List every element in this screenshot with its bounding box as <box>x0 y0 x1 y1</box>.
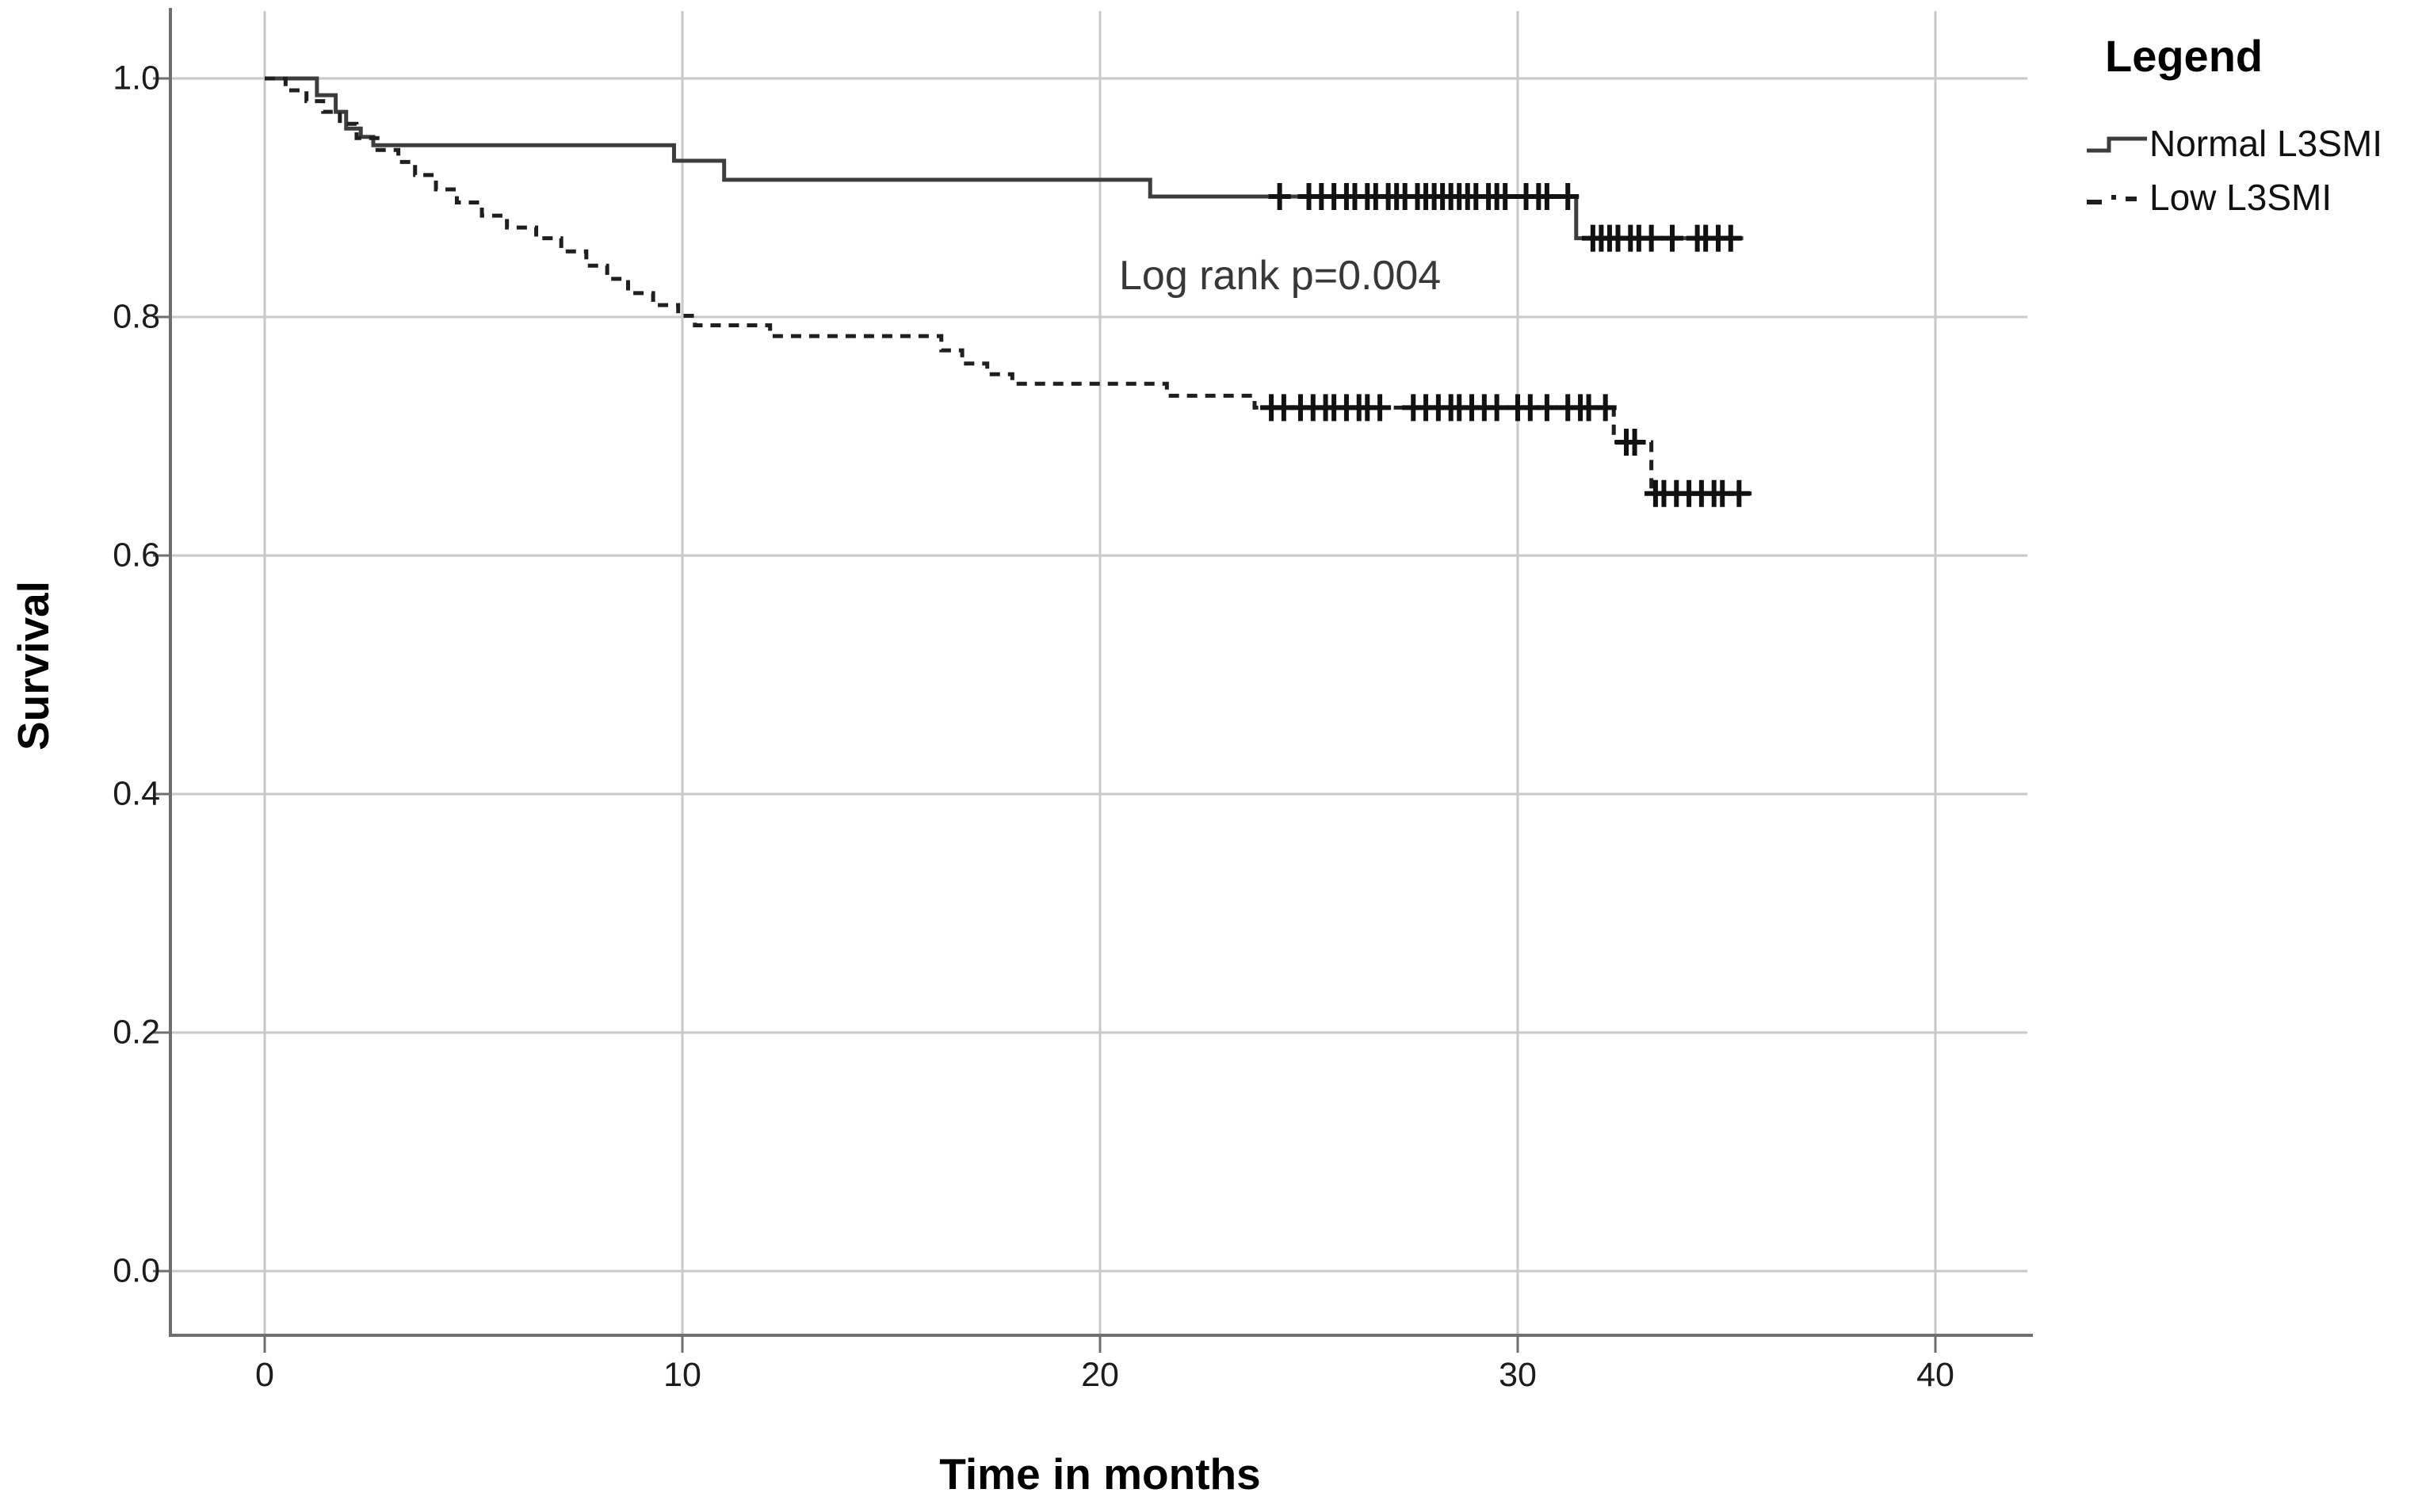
y-tick-label: 0.6 <box>113 536 160 575</box>
x-tick-label: 30 <box>1499 1356 1537 1394</box>
y-axis-title: Survival <box>9 580 58 751</box>
x-tick-label: 40 <box>1916 1356 1954 1394</box>
censor-mark <box>1719 224 1742 252</box>
y-tick-label: 0.2 <box>113 1013 160 1052</box>
censor-mark <box>1728 479 1751 507</box>
y-tick-label: 0.0 <box>113 1251 160 1290</box>
normal-l3smi-curve <box>265 76 1744 241</box>
solid-step-line-icon <box>2087 136 2147 153</box>
x-tick-label: 10 <box>663 1356 701 1394</box>
dashed-line-icon <box>2087 195 2137 204</box>
legend: Legend Normal L3SMI Low L3SMI <box>2084 30 2420 220</box>
censor-mark <box>1557 182 1580 210</box>
legend-label-low-l3smi: Low L3SMI <box>2149 177 2332 218</box>
censor-mark <box>1268 182 1291 210</box>
censor-mark <box>1640 224 1663 252</box>
series-normal-l3smi <box>265 76 1744 252</box>
y-tick-label: 0.8 <box>113 297 160 336</box>
legend-item-normal-l3smi: Normal L3SMI <box>2084 121 2420 166</box>
censor-mark <box>1494 182 1517 210</box>
censor-mark <box>1485 394 1508 422</box>
low-l3smi-curve <box>265 76 1752 496</box>
censor-mark <box>1369 394 1392 422</box>
y-tick-label: 1.0 <box>113 59 160 97</box>
censor-mark <box>1535 394 1558 422</box>
legend-title: Legend <box>2105 31 2263 81</box>
x-axis-title: Time in months <box>939 1449 1261 1499</box>
x-tick-label: 0 <box>255 1356 274 1394</box>
x-tick-label: 20 <box>1081 1356 1119 1394</box>
censor-mark <box>1660 224 1683 252</box>
legend-item-low-l3smi: Low L3SMI <box>2084 175 2420 220</box>
y-tick-label: 0.4 <box>113 774 160 813</box>
censor-mark <box>1623 429 1646 456</box>
log-rank-annotation: Log rank p=0.004 <box>1119 253 1442 299</box>
censor-mark <box>1594 394 1617 422</box>
legend-label-normal-l3smi: Normal L3SMI <box>2149 123 2382 164</box>
censor-mark <box>1535 182 1558 210</box>
series-low-l3smi <box>265 76 1752 507</box>
